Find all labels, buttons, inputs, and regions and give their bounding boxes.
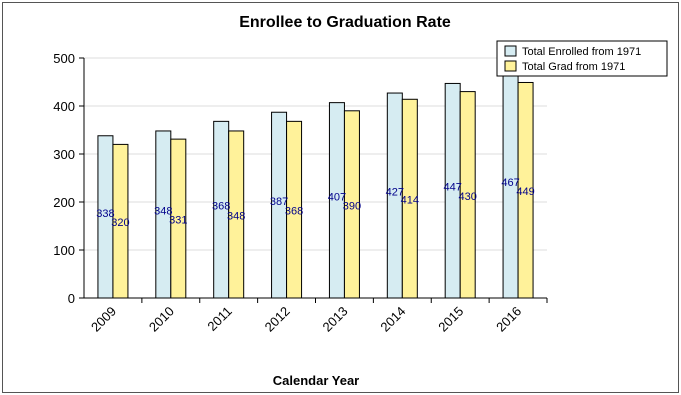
x-tick-label: 2010 [146,304,177,335]
data-label-grad: 331 [169,215,187,227]
y-tick-label: 100 [53,243,75,258]
y-tick-label: 0 [68,291,75,306]
data-label-grad: 390 [343,200,361,212]
data-label-grad: 414 [401,195,419,207]
x-tick-label: 2014 [377,304,408,335]
bar-grad [401,98,418,299]
bar-grad [286,120,303,299]
y-tick-label: 200 [53,195,75,210]
x-tick-label: 2009 [88,304,119,335]
data-label-grad: 320 [111,217,129,229]
axes [83,58,547,299]
gridlines [84,57,547,251]
legend-swatch-grad [504,60,517,72]
data-label-grad: 430 [459,191,477,203]
data-label-enrolled: 447 [444,182,462,194]
bar-grad [459,91,476,299]
data-label-enrolled: 387 [270,196,288,208]
bar-grad [517,81,534,299]
x-tick-label: 2016 [493,304,524,335]
y-tick-label: 300 [53,147,75,162]
bars [97,73,534,299]
bar-grad [112,143,129,299]
x-tick-label: 2013 [320,304,351,335]
y-tick-label: 400 [53,99,75,114]
data-label-enrolled: 368 [212,201,230,213]
x-tick-label: 2012 [262,304,293,335]
legend: Total Enrolled from 1971 Total Grad from… [496,40,668,77]
legend-label-enrolled: Total Enrolled from 1971 [522,46,641,58]
data-label-enrolled: 467 [501,177,519,189]
x-tick-label: 2011 [204,304,234,334]
bar-grad [343,110,360,299]
data-label-grad: 348 [227,210,245,222]
data-label-enrolled: 407 [328,191,346,203]
data-labels: 3383203483313683483873684073904274144474… [96,177,534,229]
legend-box [496,40,668,77]
x-tick-label: 2015 [435,304,466,335]
bar-grad [170,138,187,299]
data-label-enrolled: 338 [96,208,114,220]
legend-swatch-enrolled [504,45,517,57]
data-label-grad: 449 [516,186,534,198]
y-tick-label: 500 [53,51,75,66]
x-axis-label: Calendar Year [273,373,359,388]
data-label-enrolled: 427 [386,187,404,199]
x-axis-ticks: 2009 2010 2011 2012 2013 2014 2015 2016 [88,298,548,335]
legend-label-grad: Total Grad from 1971 [522,61,625,73]
y-axis-ticks: 0 100 200 300 400 500 [53,51,84,306]
bar-grad [228,130,245,299]
data-label-enrolled: 348 [154,205,172,217]
data-label-grad: 368 [285,206,303,218]
chart-title: Enrollee to Graduation Rate [239,14,451,31]
